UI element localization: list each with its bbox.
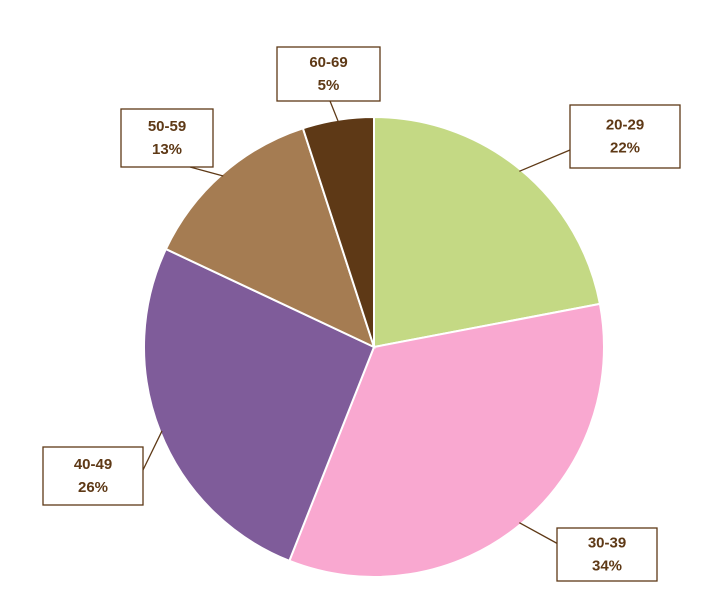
slice-label: 30-39 [588, 534, 626, 551]
value-label: 26% [78, 479, 108, 496]
pie-slice [288, 302, 605, 578]
value-label: 13% [152, 141, 182, 158]
slice-label: 60-69 [309, 54, 347, 71]
pie-slice [143, 247, 376, 563]
callout-pointer [519, 149, 571, 172]
value-label: 34% [592, 557, 622, 574]
callout-box [556, 527, 658, 582]
callout-box [276, 46, 381, 102]
slice-label: 50-59 [148, 118, 186, 135]
callout-pointer [519, 522, 561, 546]
callout-box [120, 108, 214, 168]
callout-pointer [142, 430, 163, 471]
slice-label: 20-29 [606, 116, 644, 133]
callout-pointer [329, 100, 339, 123]
callout-pointer [189, 166, 224, 177]
value-label: 5% [318, 77, 340, 94]
callout-box [42, 446, 144, 506]
pie-slice [164, 126, 376, 349]
slice-label: 40-49 [74, 456, 112, 473]
value-label: 22% [610, 139, 640, 156]
callout-box [569, 104, 681, 169]
pie-slice [373, 115, 602, 349]
